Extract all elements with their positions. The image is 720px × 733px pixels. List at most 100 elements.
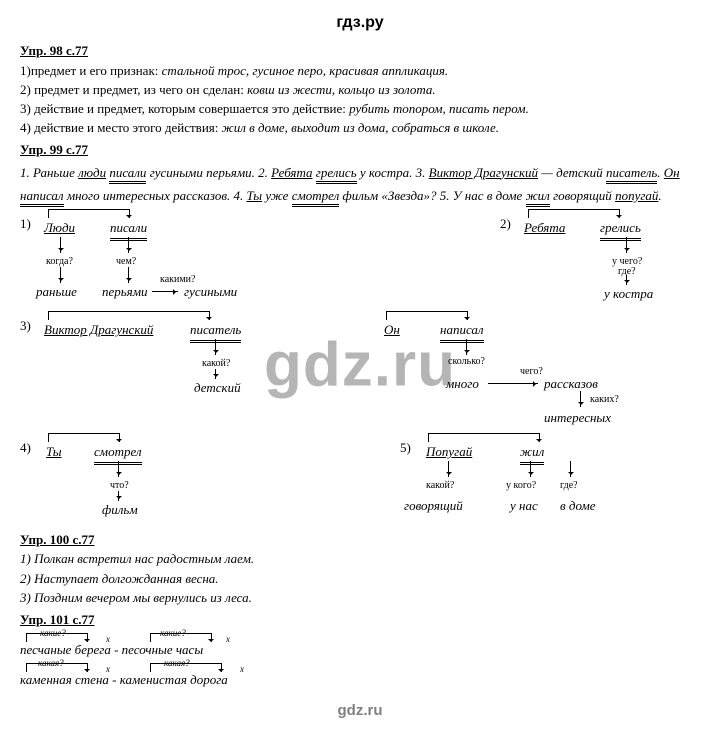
pred: писали [109, 165, 146, 184]
ex100-l1: 1) Полкан встретил нас радостным лаем. [20, 550, 700, 568]
t: каменная стена [20, 672, 109, 687]
ex98-line2: 2) предмет и предмет, из чего он сделан:… [20, 81, 700, 99]
pred: смотрел [292, 188, 340, 207]
d1-w1: Люди [44, 219, 75, 237]
d2-w1: Ребята [524, 219, 565, 237]
t: у костра. 3. [357, 165, 429, 180]
text: 1)предмет и его признак: [20, 63, 162, 78]
x: x [106, 663, 110, 676]
ex101-l2: какая? x какая? x каменная стена - камен… [20, 671, 700, 689]
d3b-q2: чего? [520, 365, 543, 379]
d3-w1: Виктор Драгунский [44, 321, 153, 339]
subj: Ты [246, 188, 262, 203]
d5-q3: где? [560, 479, 578, 493]
d1-b3: гусиными [184, 283, 237, 301]
q: какая? [164, 657, 190, 670]
d2-w2: грелись [600, 219, 641, 241]
d5-q2: у кого? [506, 479, 536, 493]
text: 4) действие и место этого действия: [20, 120, 222, 135]
diagram-row-1: 1) Люди писали когда? чем? раньше перьям… [20, 215, 700, 305]
text-italic: жил в доме, выходит из дома, собраться в… [222, 120, 499, 135]
ex100-l3: 3) Поздним вечером мы вернулись из леса. [20, 589, 700, 607]
t: говорящий [550, 188, 615, 203]
diagram-row-3: 4) Ты смотрел что? фильм 5) Попугай жил … [20, 439, 700, 519]
d4-w1: Ты [46, 443, 62, 461]
x: x [240, 663, 244, 676]
text: 2) предмет и предмет, из чего он сделан: [20, 82, 247, 97]
diagram-1: 1) Люди писали когда? чем? раньше перьям… [20, 215, 280, 305]
t: - [111, 642, 122, 657]
pred: писатель [606, 165, 657, 184]
d4-num: 4) [20, 440, 31, 455]
text-italic: рубить топором, писать пером. [349, 101, 529, 116]
d5-b3: в доме [560, 497, 596, 515]
d1-b2: перьями [102, 283, 148, 301]
ex98-line1: 1)предмет и его признак: стальной трос, … [20, 62, 700, 80]
pred: грелись [316, 165, 357, 184]
diagram-2: 2) Ребята грелись у чего? где? у костра [500, 215, 700, 305]
d5-num: 5) [400, 440, 411, 455]
subj: Ребята [271, 165, 312, 180]
d3b-b1: много [446, 375, 479, 393]
t: гусиными перьями. 2. [146, 165, 271, 180]
subj: Он [664, 165, 680, 180]
x: x [106, 633, 110, 646]
d3b-q3: каких? [590, 393, 619, 407]
diagram-3: 3) Виктор Драгунский писатель какой? дет… [20, 317, 310, 397]
diagram-4: 4) Ты смотрел что? фильм [20, 439, 220, 519]
t: песочные часы [122, 642, 203, 657]
t: . [658, 188, 661, 203]
d3b-q1: сколько? [448, 355, 485, 369]
ex101-l1: какие? x какие? x песчаные берега - песо… [20, 641, 700, 659]
t: много интересных рассказов. 4. [64, 188, 247, 203]
subj: люди [78, 165, 106, 180]
q: какая? [38, 657, 64, 670]
x: x [226, 633, 230, 646]
page-footer: gdz.ru [20, 700, 700, 721]
ex98-line3: 3) действие и предмет, которым совершает… [20, 100, 700, 118]
ex99-sentences: 1. Раньше люди писали гусиными перьями. … [20, 161, 700, 208]
page-header: гдз.ру [20, 12, 700, 34]
diagram-5: 5) Попугай жил какой? у кого? где? говор… [400, 439, 700, 519]
t: песчаные берега [20, 642, 111, 657]
d3-b1: детский [194, 379, 241, 397]
d4-q1: что? [110, 479, 129, 493]
t: - [109, 672, 120, 687]
q: какие? [40, 627, 66, 640]
t: — детский [538, 165, 606, 180]
d5-b2: у нас [510, 497, 538, 515]
ex98-title: Упр. 98 с.77 [20, 42, 700, 60]
d2-num: 2) [500, 216, 511, 231]
text-italic: ковш из жести, кольцо из золота. [247, 82, 436, 97]
d1-num: 1) [20, 216, 31, 231]
q: какие? [160, 627, 186, 640]
ex101-title: Упр. 101 с.77 [20, 611, 700, 629]
d3-q1: какой? [202, 357, 230, 371]
ex99-title: Упр. 99 с.77 [20, 141, 700, 159]
d5-w1: Попугай [426, 443, 472, 461]
pred: написал [20, 188, 64, 207]
t: 1. Раньше [20, 165, 78, 180]
ex100-l2: 2) Наступает долгожданная весна. [20, 570, 700, 588]
ex98-line4: 4) действие и место этого действия: жил … [20, 119, 700, 137]
diagram-row-2: 3) Виктор Драгунский писатель какой? дет… [20, 317, 700, 427]
diagram-3b: Он написал сколько? чего? много рассказо… [380, 317, 700, 427]
d5-w2: жил [520, 443, 544, 465]
t: каменистая дорога [120, 672, 228, 687]
d2-b1: у костра [604, 285, 653, 303]
subj: попугай [615, 188, 658, 203]
d3b-w2: написал [440, 321, 484, 343]
t: уже [262, 188, 292, 203]
d5-b1: говорящий [404, 497, 463, 515]
d3b-b3: интересных [544, 409, 611, 427]
d5-q1: какой? [426, 479, 454, 493]
d3-num: 3) [20, 318, 31, 333]
d3b-b2: рассказов [544, 375, 598, 393]
d1-b1: раньше [36, 283, 77, 301]
text: 3) действие и предмет, которым совершает… [20, 101, 349, 116]
ex100-title: Упр. 100 с.77 [20, 531, 700, 549]
d3b-w1: Он [384, 321, 400, 339]
t: фильм «Звезда»? 5. У нас в доме [339, 188, 525, 203]
text-italic: стальной трос, гусиное перо, красивая ап… [162, 63, 449, 78]
d1-q2: чем? [116, 255, 136, 269]
